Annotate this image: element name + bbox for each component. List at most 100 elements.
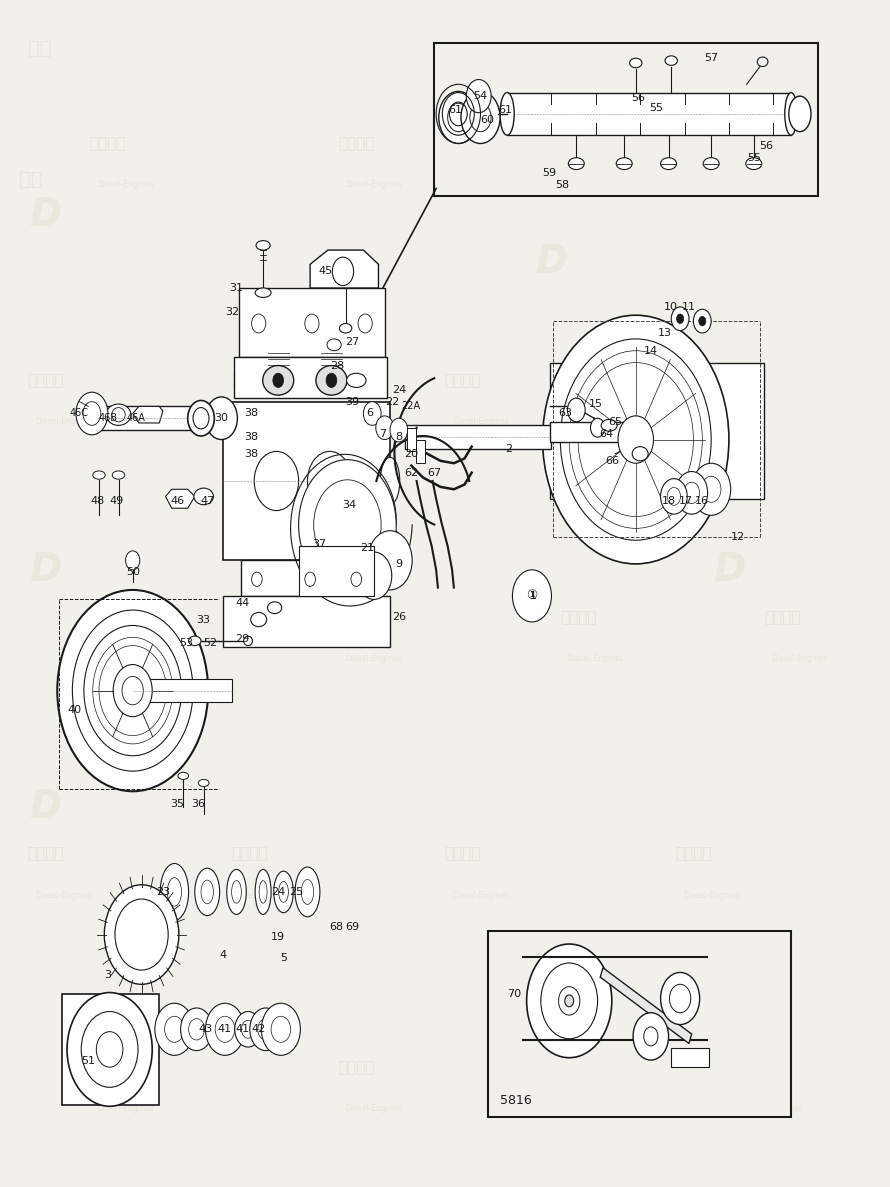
Text: 10: 10 xyxy=(664,301,678,312)
Text: 40: 40 xyxy=(67,705,81,715)
Text: 紫发动力: 紫发动力 xyxy=(676,373,712,388)
Text: Diesel-Engines: Diesel-Engines xyxy=(345,654,402,664)
Text: 31: 31 xyxy=(230,283,244,293)
Text: 动力: 动力 xyxy=(28,39,52,58)
Bar xyxy=(241,560,372,596)
Circle shape xyxy=(155,1003,194,1055)
Ellipse shape xyxy=(251,612,267,627)
Text: 25: 25 xyxy=(289,887,303,897)
Text: 70: 70 xyxy=(507,989,522,998)
Ellipse shape xyxy=(601,419,617,431)
Bar xyxy=(405,425,552,449)
Ellipse shape xyxy=(160,863,189,920)
Circle shape xyxy=(363,401,381,425)
Text: Diesel-Engines: Diesel-Engines xyxy=(568,654,624,664)
Circle shape xyxy=(181,1008,213,1050)
Text: 紫发动力: 紫发动力 xyxy=(444,373,481,388)
Text: 紫发动力: 紫发动力 xyxy=(231,846,268,862)
Text: Diesel-Engines: Diesel-Engines xyxy=(452,418,509,426)
Ellipse shape xyxy=(295,867,320,916)
Text: 紫发动力: 紫发动力 xyxy=(231,373,268,388)
Text: 58: 58 xyxy=(555,180,570,190)
Circle shape xyxy=(390,418,408,442)
Circle shape xyxy=(368,531,412,590)
Circle shape xyxy=(262,1003,301,1055)
Circle shape xyxy=(252,572,263,586)
Circle shape xyxy=(633,1013,668,1060)
Ellipse shape xyxy=(346,373,366,387)
Text: 紫发动力: 紫发动力 xyxy=(764,610,800,624)
Circle shape xyxy=(358,315,372,334)
Bar xyxy=(488,931,791,1117)
Circle shape xyxy=(206,396,238,439)
Ellipse shape xyxy=(268,602,282,614)
Text: 紫发动力: 紫发动力 xyxy=(28,846,64,862)
Text: 42: 42 xyxy=(252,1024,266,1034)
Circle shape xyxy=(676,471,708,514)
Text: 54: 54 xyxy=(473,91,488,101)
Ellipse shape xyxy=(565,995,574,1007)
Text: 1: 1 xyxy=(530,591,538,601)
Text: Diesel-Engines: Diesel-Engines xyxy=(745,1104,802,1113)
Text: 39: 39 xyxy=(344,396,359,407)
Text: D: D xyxy=(29,551,62,589)
Text: Diesel-Engines: Diesel-Engines xyxy=(239,418,295,426)
Text: 56: 56 xyxy=(759,141,773,151)
Text: 38: 38 xyxy=(245,432,259,443)
Text: 紫发动力: 紫发动力 xyxy=(560,1060,596,1074)
Text: 21: 21 xyxy=(360,544,374,553)
Circle shape xyxy=(307,451,352,510)
Text: 41: 41 xyxy=(236,1024,250,1034)
Text: 48: 48 xyxy=(90,496,104,506)
Polygon shape xyxy=(133,406,163,423)
Polygon shape xyxy=(310,250,378,288)
Circle shape xyxy=(84,626,182,756)
Polygon shape xyxy=(600,967,692,1043)
Circle shape xyxy=(273,373,284,387)
Circle shape xyxy=(693,310,711,334)
Text: 35: 35 xyxy=(170,799,184,810)
Circle shape xyxy=(67,992,152,1106)
Circle shape xyxy=(513,570,552,622)
Circle shape xyxy=(561,339,711,540)
Text: 46C: 46C xyxy=(70,408,89,419)
Circle shape xyxy=(439,91,478,144)
Bar xyxy=(61,994,159,1105)
Text: D: D xyxy=(29,196,62,234)
Text: 45: 45 xyxy=(318,266,332,277)
Bar xyxy=(223,596,390,647)
Text: Diesel-Engines: Diesel-Engines xyxy=(97,1104,154,1113)
Text: 17: 17 xyxy=(679,496,693,506)
Circle shape xyxy=(466,80,491,113)
Ellipse shape xyxy=(327,339,341,350)
Text: 动力: 动力 xyxy=(19,170,43,189)
Bar xyxy=(299,546,374,596)
Text: 63: 63 xyxy=(558,408,571,419)
Ellipse shape xyxy=(665,56,677,65)
Ellipse shape xyxy=(703,158,719,170)
Circle shape xyxy=(356,552,392,599)
Circle shape xyxy=(699,317,706,326)
Circle shape xyxy=(543,316,729,564)
Text: 5: 5 xyxy=(280,953,287,963)
Ellipse shape xyxy=(198,780,209,787)
Circle shape xyxy=(72,610,193,772)
Text: 46: 46 xyxy=(170,496,184,506)
Circle shape xyxy=(326,373,336,387)
Text: 紫发动力: 紫发动力 xyxy=(338,137,375,151)
Circle shape xyxy=(299,459,396,590)
Text: 51: 51 xyxy=(81,1056,95,1066)
Text: Diesel-Engines: Diesel-Engines xyxy=(239,891,295,900)
Circle shape xyxy=(81,1011,138,1087)
Bar xyxy=(97,406,234,430)
Text: 26: 26 xyxy=(392,612,406,622)
Circle shape xyxy=(104,884,179,984)
Text: 24: 24 xyxy=(392,385,406,395)
Ellipse shape xyxy=(112,471,125,480)
Text: 49: 49 xyxy=(109,496,124,506)
Ellipse shape xyxy=(106,404,131,425)
Ellipse shape xyxy=(316,366,347,395)
Text: Diesel-Engines: Diesel-Engines xyxy=(568,1104,624,1113)
Text: 16: 16 xyxy=(695,496,709,506)
Bar xyxy=(407,427,416,451)
